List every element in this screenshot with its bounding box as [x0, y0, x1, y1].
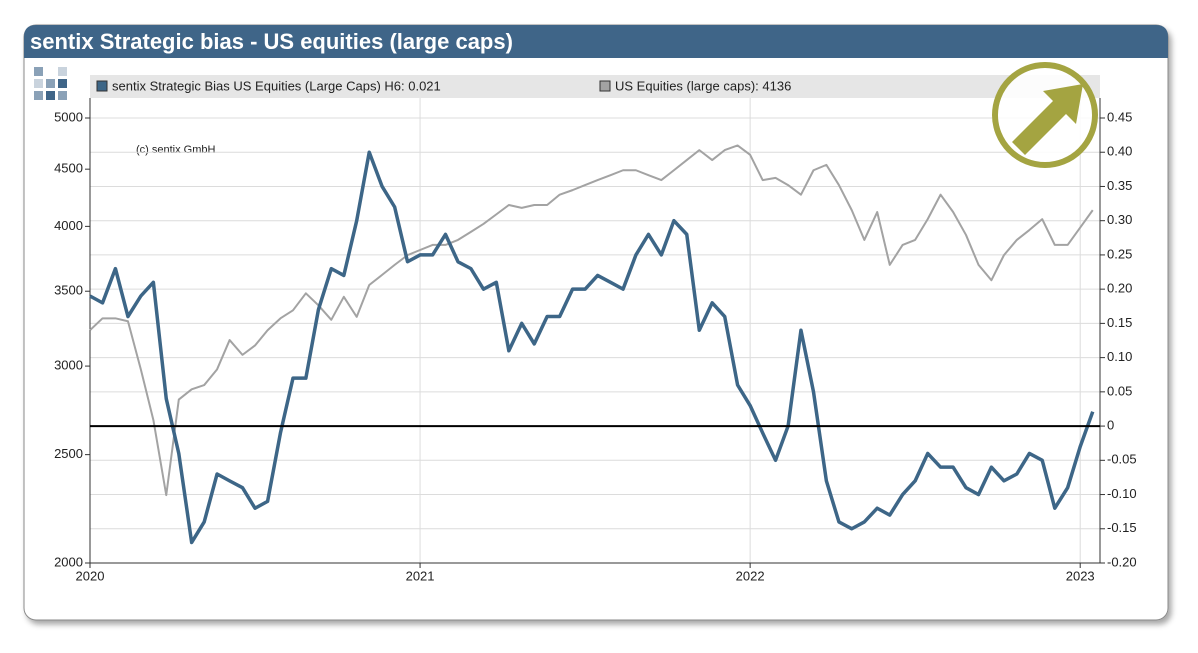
y-tick-label: 3500: [54, 283, 83, 298]
y2-tick-label: 0.30: [1107, 212, 1132, 227]
annotation: (c) sentix GmbH: [136, 144, 216, 156]
x-tick-label: 2023: [1066, 568, 1095, 583]
y-tick-label: 3000: [54, 358, 83, 373]
x-tick-label: 2020: [76, 568, 105, 583]
y-tick-label: 2000: [54, 554, 83, 569]
x-tick-label: 2022: [736, 568, 765, 583]
y2-tick-label: 0.25: [1107, 246, 1132, 261]
y2-tick-label: 0: [1107, 418, 1114, 433]
y2-tick-label: 0.05: [1107, 383, 1132, 398]
x-tick-label: 2021: [406, 568, 435, 583]
logo: [34, 67, 67, 100]
y2-tick-label: 0.45: [1107, 109, 1132, 124]
y-tick-label: 5000: [54, 109, 83, 124]
legend-label: sentix Strategic Bias US Equities (Large…: [112, 78, 441, 93]
y2-tick-label: 0.40: [1107, 144, 1132, 159]
legend-bar: [90, 75, 1100, 98]
y-tick-label: 4000: [54, 218, 83, 233]
y2-tick-label: -0.20: [1107, 554, 1137, 569]
y2-tick-label: -0.10: [1107, 486, 1137, 501]
y2-tick-label: 0.10: [1107, 349, 1132, 364]
title-bar: [24, 25, 1168, 58]
legend-swatch: [599, 80, 611, 92]
y2-tick-label: 0.20: [1107, 281, 1132, 296]
y2-tick-label: 0.15: [1107, 315, 1132, 330]
y-tick-label: 2500: [54, 446, 83, 461]
chart-title: sentix Strategic bias - US equities (lar…: [30, 29, 513, 54]
y2-tick-label: 0.35: [1107, 178, 1132, 193]
y2-tick-label: -0.05: [1107, 452, 1137, 467]
trend-icon: [992, 62, 1098, 168]
y-tick-label: 4500: [54, 161, 83, 176]
series-line: [89, 150, 1095, 545]
legend-swatch: [96, 80, 108, 92]
y2-tick-label: -0.15: [1107, 520, 1137, 535]
legend-label: US Equities (large caps): 4136: [615, 78, 791, 93]
series-line: [89, 144, 1094, 497]
plot-area: -0.20 -0.15 -0.10 -0.05 0 0.05 0.10 0.15 0.20 0.2…: [54, 98, 1137, 583]
